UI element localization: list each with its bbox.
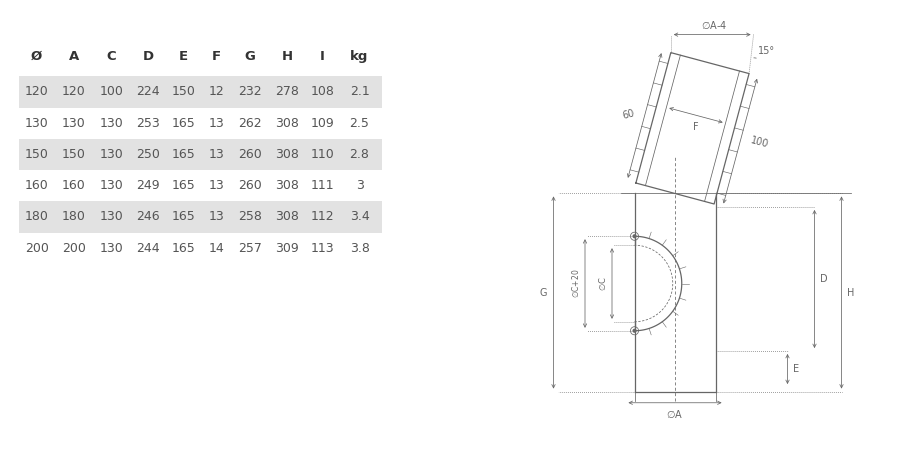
- Text: 253: 253: [137, 117, 160, 130]
- Text: 160: 160: [62, 179, 86, 192]
- Text: $\varnothing$C+20: $\varnothing$C+20: [571, 269, 581, 298]
- Text: 150: 150: [172, 86, 195, 99]
- Text: 224: 224: [137, 86, 160, 99]
- Text: 130: 130: [99, 242, 123, 255]
- Text: I: I: [320, 50, 325, 63]
- Text: 250: 250: [137, 148, 160, 161]
- Text: 60: 60: [621, 108, 635, 121]
- Text: 13: 13: [209, 179, 225, 192]
- Text: 165: 165: [172, 211, 195, 224]
- Text: 13: 13: [209, 211, 225, 224]
- Text: 258: 258: [238, 211, 262, 224]
- Text: $\varnothing$A: $\varnothing$A: [667, 408, 683, 420]
- Text: D: D: [143, 50, 154, 63]
- Text: 108: 108: [310, 86, 334, 99]
- Text: E: E: [179, 50, 188, 63]
- Text: 130: 130: [25, 117, 49, 130]
- Text: 120: 120: [25, 86, 49, 99]
- Circle shape: [634, 329, 635, 332]
- Text: C: C: [106, 50, 116, 63]
- Text: 100: 100: [99, 86, 123, 99]
- Text: $\varnothing$A-4: $\varnothing$A-4: [701, 19, 727, 31]
- Circle shape: [634, 235, 635, 238]
- Text: 3.4: 3.4: [350, 211, 369, 224]
- Text: 130: 130: [99, 148, 123, 161]
- Text: 165: 165: [172, 148, 195, 161]
- Text: 150: 150: [24, 148, 49, 161]
- Text: G: G: [539, 288, 547, 297]
- Text: H: H: [282, 50, 292, 63]
- Text: 110: 110: [310, 148, 334, 161]
- Text: 308: 308: [275, 211, 299, 224]
- Text: 249: 249: [137, 179, 160, 192]
- Text: 165: 165: [172, 242, 195, 255]
- Text: $\varnothing$C: $\varnothing$C: [598, 276, 608, 291]
- Text: D: D: [820, 274, 827, 284]
- Text: G: G: [245, 50, 256, 63]
- Bar: [19, 76, 382, 108]
- Text: E: E: [793, 364, 799, 374]
- Text: 14: 14: [209, 242, 225, 255]
- Text: 120: 120: [62, 86, 86, 99]
- Text: 130: 130: [99, 117, 123, 130]
- Text: 308: 308: [275, 179, 299, 192]
- Text: Ø: Ø: [31, 50, 42, 63]
- Text: 180: 180: [62, 211, 86, 224]
- Text: 165: 165: [172, 117, 195, 130]
- Text: 200: 200: [24, 242, 49, 255]
- Text: 111: 111: [310, 179, 334, 192]
- Text: 112: 112: [310, 211, 334, 224]
- Text: 3.8: 3.8: [349, 242, 370, 255]
- Text: H: H: [847, 288, 854, 297]
- Text: 160: 160: [25, 179, 49, 192]
- Text: 246: 246: [137, 211, 160, 224]
- Text: 3: 3: [356, 179, 364, 192]
- Text: 150: 150: [62, 148, 86, 161]
- Text: 130: 130: [62, 117, 86, 130]
- Text: 309: 309: [275, 242, 299, 255]
- Text: 2.8: 2.8: [349, 148, 370, 161]
- Text: 113: 113: [310, 242, 334, 255]
- Text: 2.1: 2.1: [350, 86, 369, 99]
- Text: 180: 180: [24, 211, 49, 224]
- Text: 308: 308: [275, 117, 299, 130]
- Text: 109: 109: [310, 117, 334, 130]
- Text: 262: 262: [238, 117, 262, 130]
- Text: 165: 165: [172, 179, 195, 192]
- Text: 130: 130: [99, 211, 123, 224]
- Bar: [19, 201, 382, 233]
- Text: 12: 12: [209, 86, 225, 99]
- Text: 260: 260: [238, 148, 262, 161]
- Text: 257: 257: [238, 242, 262, 255]
- Text: 100: 100: [749, 135, 770, 149]
- Text: kg: kg: [350, 50, 369, 63]
- Text: 13: 13: [209, 117, 225, 130]
- Text: 232: 232: [238, 86, 262, 99]
- Text: 13: 13: [209, 148, 225, 161]
- Bar: [19, 139, 382, 170]
- Text: 15°: 15°: [758, 46, 775, 56]
- Text: F: F: [693, 122, 698, 132]
- Text: 200: 200: [62, 242, 86, 255]
- Text: 244: 244: [137, 242, 160, 255]
- Text: 2.5: 2.5: [349, 117, 370, 130]
- Text: 278: 278: [275, 86, 299, 99]
- Text: F: F: [212, 50, 221, 63]
- Text: 130: 130: [99, 179, 123, 192]
- Text: 260: 260: [238, 179, 262, 192]
- Text: A: A: [68, 50, 79, 63]
- Text: 308: 308: [275, 148, 299, 161]
